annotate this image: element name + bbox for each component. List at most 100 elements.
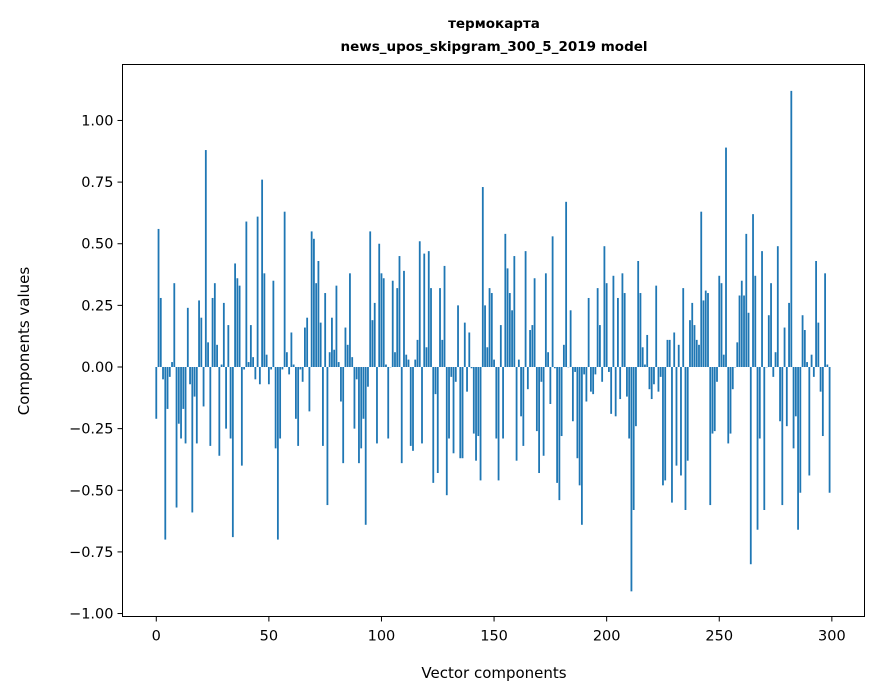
- bar-component-147: [486, 347, 489, 368]
- bar-component-184: [569, 310, 572, 368]
- bar-component-223: [657, 367, 660, 392]
- bar-component-96: [371, 320, 374, 368]
- x-tick-label: 0: [152, 629, 161, 645]
- bar-component-65: [301, 367, 304, 382]
- bar-component-187: [576, 367, 579, 459]
- bar-component-263: [747, 312, 750, 368]
- bar-component-185: [571, 367, 574, 422]
- bar-component-269: [761, 251, 763, 368]
- bar-component-247: [711, 367, 714, 434]
- bar-component-177: [553, 367, 556, 369]
- bar-component-56: [281, 367, 284, 370]
- bar-component-171: [540, 367, 543, 382]
- bar-component-157: [508, 293, 511, 368]
- bar-component-134: [457, 305, 459, 368]
- y-axis-label: Components values: [15, 267, 33, 416]
- bar-component-226: [664, 367, 667, 481]
- bar-component-229: [671, 367, 673, 503]
- bar-component-26: [213, 283, 216, 368]
- x-axis: 0 50 100 150 200 250 300: [152, 616, 846, 645]
- bar-component-10: [177, 367, 180, 424]
- bar-component-86: [349, 273, 351, 368]
- bar-component-21: [202, 367, 205, 407]
- bar-component-66: [304, 327, 306, 368]
- bar-component-262: [745, 233, 748, 368]
- bar-component-285: [797, 367, 799, 530]
- bar-component-54: [276, 367, 279, 540]
- bar-component-148: [488, 288, 491, 368]
- bar-component-170: [538, 367, 541, 474]
- bar-component-244: [704, 290, 707, 368]
- bar-component-280: [785, 367, 788, 427]
- bar-component-198: [601, 367, 604, 382]
- bar-component-253: [725, 147, 727, 368]
- bar-component-297: [824, 273, 826, 368]
- bar-component-215: [639, 293, 642, 368]
- bar-component-36: [236, 278, 239, 368]
- bar-component-265: [752, 214, 754, 368]
- bar-component-154: [502, 367, 504, 439]
- bar-component-118: [421, 367, 423, 444]
- bar-component-110: [403, 270, 405, 368]
- bar-component-50: [267, 367, 270, 385]
- bar-component-85: [346, 344, 349, 368]
- bar-component-202: [610, 367, 613, 414]
- bar-component-166: [529, 330, 531, 368]
- bar-component-6: [168, 367, 171, 377]
- bar-component-102: [385, 364, 387, 368]
- bar-component-130: [448, 367, 450, 439]
- bar-component-150: [493, 359, 495, 368]
- bar-component-264: [749, 367, 752, 565]
- bar-component-80: [335, 285, 338, 368]
- bar-component-143: [477, 367, 480, 437]
- bars-group: [155, 90, 831, 592]
- bar-component-230: [673, 332, 676, 368]
- bar-component-207: [621, 273, 624, 368]
- bar-component-131: [450, 367, 453, 377]
- bar-component-121: [427, 251, 430, 368]
- bar-component-55: [279, 367, 282, 439]
- bar-component-210: [628, 367, 631, 439]
- bar-component-31: [225, 367, 227, 429]
- bar-component-22: [204, 150, 207, 368]
- y-tick-label: 0.25: [81, 298, 113, 314]
- bar-component-88: [353, 367, 356, 429]
- bar-component-84: [344, 327, 347, 368]
- bar-component-286: [799, 367, 802, 493]
- bar-component-252: [722, 354, 725, 368]
- bar-component-97: [373, 302, 376, 368]
- bar-component-239: [693, 325, 696, 368]
- bar-component-214: [637, 260, 640, 368]
- bar-component-211: [630, 367, 633, 592]
- bar-component-221: [653, 367, 655, 385]
- bar-component-78: [331, 317, 333, 368]
- bar-component-193: [589, 367, 592, 392]
- bar-component-191: [585, 367, 588, 402]
- bar-component-255: [729, 367, 732, 434]
- bar-component-82: [340, 367, 342, 402]
- bar-component-120: [425, 347, 428, 368]
- bar-component-112: [407, 359, 410, 368]
- bar-component-64: [299, 367, 302, 370]
- bar-component-136: [461, 367, 464, 459]
- bar-component-68: [308, 367, 311, 412]
- bar-component-231: [675, 367, 678, 466]
- bar-component-175: [549, 367, 552, 404]
- bar-component-153: [499, 325, 502, 368]
- bar-component-0: [155, 367, 158, 419]
- bar-component-163: [522, 367, 525, 446]
- bar-component-69: [310, 231, 313, 368]
- bar-component-60: [290, 332, 293, 368]
- bar-component-180: [560, 367, 563, 437]
- bar-component-209: [626, 367, 628, 397]
- bar-component-282: [790, 90, 793, 368]
- bar-component-291: [810, 354, 813, 368]
- bar-component-277: [779, 367, 781, 422]
- bar-component-74: [322, 367, 324, 446]
- bar-component-241: [698, 344, 700, 368]
- bar-component-57: [283, 211, 286, 368]
- bar-component-245: [707, 293, 709, 368]
- bar-component-227: [666, 339, 669, 368]
- bar-component-5: [166, 367, 169, 409]
